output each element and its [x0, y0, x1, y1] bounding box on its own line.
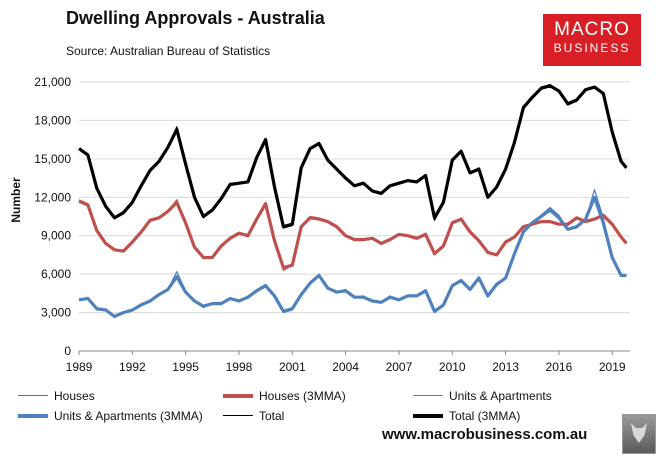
chart-legend: Houses Houses (3MMA) Units & Apartments Uni… — [18, 388, 618, 428]
x-tick-label: 1995 — [172, 360, 199, 374]
y-tick-label: 0 — [64, 344, 71, 358]
series-line-houses-3mma — [78, 199, 628, 270]
logo-line-2: BUSINESS — [553, 41, 631, 55]
y-axis-label: Number — [9, 177, 23, 223]
legend-item: Units & Apartments — [413, 388, 552, 404]
x-tick-label: 2016 — [546, 360, 573, 374]
series-lines — [78, 83, 628, 319]
y-tick-label: 6,000 — [41, 267, 71, 281]
legend-item: Units & Apartments (3MMA) — [18, 408, 203, 424]
legend-item: Total (3MMA) — [413, 408, 520, 424]
website-url[interactable]: www.macrobusiness.com.au — [382, 426, 588, 443]
x-tick-label: 2004 — [332, 360, 359, 374]
y-tick-label: 21,000 — [34, 75, 71, 89]
legend-swatch — [18, 413, 48, 418]
legend-swatch — [223, 415, 253, 417]
series-line-total — [78, 83, 627, 229]
legend-item: Total — [223, 408, 284, 424]
x-tick-label: 2019 — [599, 360, 626, 374]
wolf-logo-icon — [622, 414, 656, 454]
x-tick-label: 2007 — [386, 360, 413, 374]
y-tick-label: 18,000 — [34, 113, 71, 127]
legend-swatch — [18, 395, 48, 397]
y-tick-label: 9,000 — [41, 229, 71, 243]
legend-swatch — [413, 413, 443, 418]
line-chart: 0 3,000 6,000 9,000 12,000 15,000 18,000 21,000… — [9, 75, 630, 374]
chart-title: Dwelling Approvals - Australia — [66, 8, 325, 28]
logo-line-1: MACRO — [554, 19, 630, 40]
legend-item: Houses — [18, 388, 95, 404]
y-axis-ticks: 0 3,000 6,000 9,000 12,000 15,000 18,000 21,000 — [34, 75, 71, 358]
x-tick-label: 1989 — [66, 360, 93, 374]
legend-item: Houses (3MMA) — [223, 388, 346, 404]
legend-label: Total (3MMA) — [449, 408, 521, 423]
x-tick-label: 2010 — [439, 360, 466, 374]
chart-source: Source: Australian Bureau of Statistics — [66, 44, 271, 58]
legend-label: Units & Apartments (3MMA) — [54, 408, 203, 423]
series-line-units-apartments — [78, 189, 627, 319]
legend-swatch — [413, 395, 443, 397]
gridlines — [79, 81, 630, 352]
series-line-houses — [78, 199, 627, 271]
legend-label: Houses — [54, 388, 95, 403]
legend-label: Units & Apartments — [449, 388, 552, 403]
legend-label: Total — [259, 408, 285, 423]
x-tick-label: 2013 — [492, 360, 519, 374]
x-tick-label: 2001 — [279, 360, 306, 374]
legend-label: Houses (3MMA) — [259, 388, 346, 403]
y-tick-label: 12,000 — [34, 190, 71, 204]
series-line-total-3mma — [78, 84, 628, 229]
x-tick-label: 1992 — [119, 360, 146, 374]
macrobusiness-logo: MACRO BUSINESS — [543, 14, 641, 66]
legend-swatch — [223, 393, 253, 398]
y-tick-label: 15,000 — [34, 152, 71, 166]
x-axis-ticks: 1989 1992 1995 1998 2001 2004 2007 2010 2013 2016… — [66, 351, 626, 374]
y-tick-label: 3,000 — [41, 306, 71, 320]
x-tick-label: 1998 — [226, 360, 253, 374]
